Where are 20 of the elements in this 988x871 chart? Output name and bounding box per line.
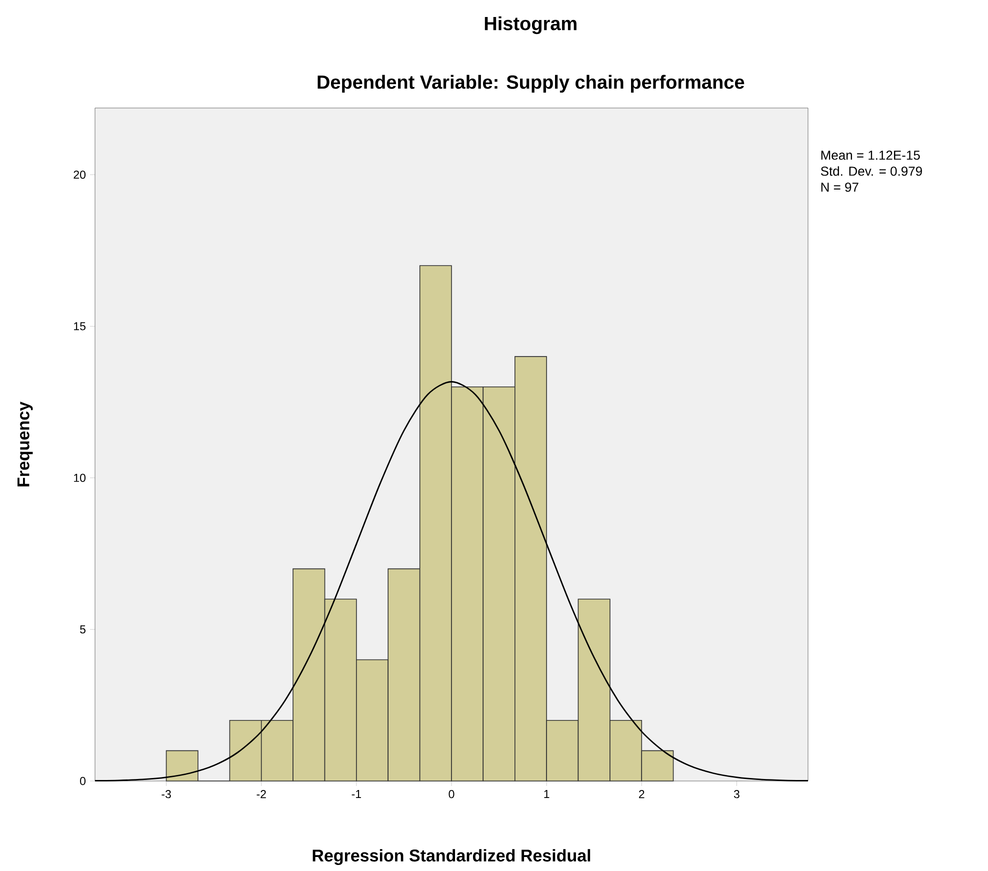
chart-subtitle: Dependent Variable: Supply chain performance bbox=[318, 74, 744, 93]
x-tick-label: -1 bbox=[352, 790, 361, 798]
text: Mean = 1.12E-15 bbox=[821, 150, 920, 160]
x-axis-title: Regression Standardized Residual bbox=[312, 849, 590, 866]
x-tick-label: 3 bbox=[734, 790, 740, 798]
x-tick-label: -3 bbox=[162, 790, 171, 798]
line-series bbox=[94, 381, 809, 782]
y-tick-label: 5 bbox=[80, 625, 86, 634]
x-tick-label: 2 bbox=[639, 790, 644, 798]
y-tick-label: 0 bbox=[80, 776, 86, 786]
x-tick-label: 0 bbox=[448, 790, 454, 798]
text: Std. Dev. = 0.979 bbox=[820, 166, 922, 176]
y-axis-title: Frequency bbox=[18, 402, 33, 486]
text: N = 97 bbox=[821, 182, 858, 192]
x-tick-label: 1 bbox=[544, 790, 550, 798]
y-tick-label: 20 bbox=[74, 170, 86, 179]
x-tick-label: -2 bbox=[256, 790, 266, 798]
y-tick-label: 10 bbox=[74, 474, 86, 482]
chart-title: Histogram bbox=[484, 16, 576, 34]
y-tick-label: 15 bbox=[74, 322, 86, 330]
